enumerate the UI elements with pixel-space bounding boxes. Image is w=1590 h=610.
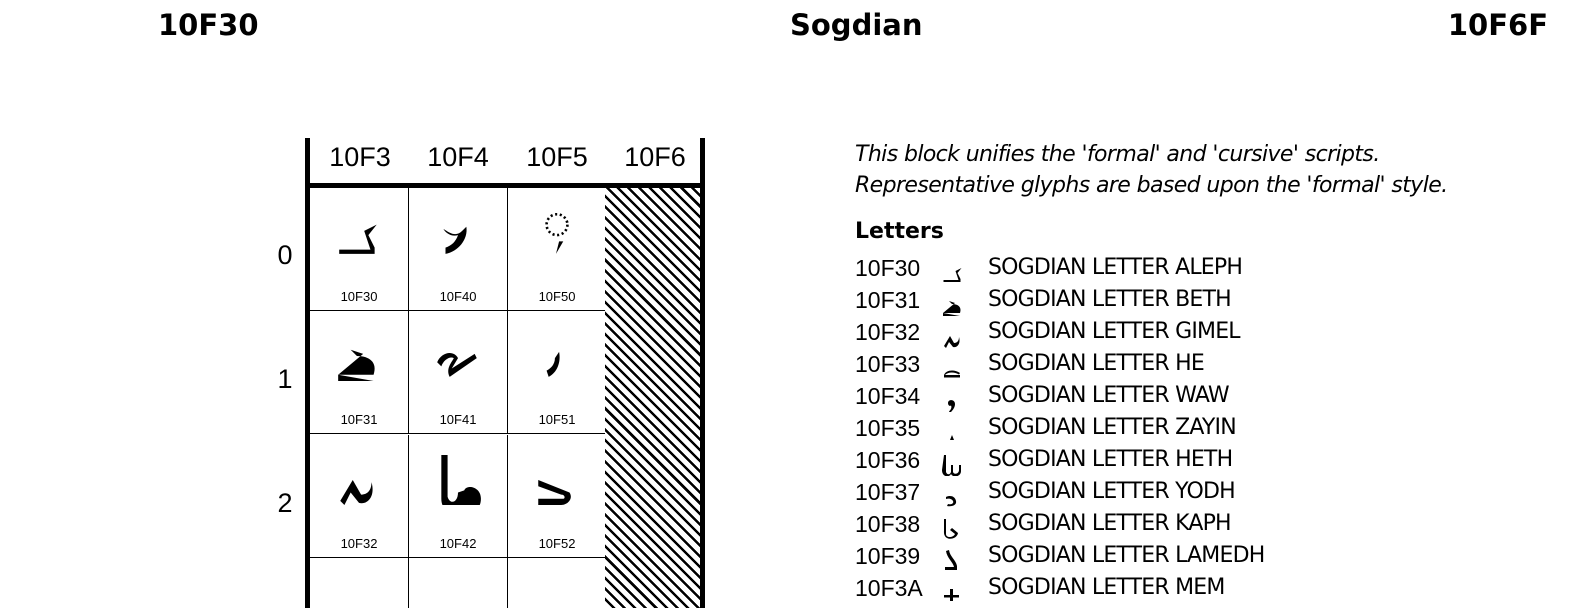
sogdian-glyph-icon (944, 370, 960, 378)
list-item: 10F38 SOGDIAN LETTER KAPH (855, 511, 1555, 543)
code-chart-cell: 10F52 (508, 435, 607, 558)
code-point: 10F30 (855, 255, 921, 281)
code-point: 10F34 (855, 383, 921, 409)
cell-code-point: 10F32 (340, 536, 378, 551)
character-name: SOGDIAN LETTER WAW (988, 383, 1230, 408)
sogdian-glyph-icon (944, 336, 960, 348)
code-point: 10F39 (855, 543, 921, 569)
character-name: SOGDIAN LETTER ALEPH (988, 255, 1243, 280)
sogdian-glyph-icon (437, 352, 477, 377)
cell-code-point: 10F42 (439, 536, 477, 551)
character-name: SOGDIAN LETTER BETH (988, 287, 1232, 312)
cell-code-point: 10F40 (439, 289, 477, 304)
code-point: 10F35 (855, 415, 921, 441)
character-name: SOGDIAN LETTER KAPH (988, 511, 1232, 536)
code-chart-cell: 10F41 (409, 311, 508, 434)
row-label: 2 (277, 488, 293, 518)
list-item: 10F39 SOGDIAN LETTER LAMEDH (855, 543, 1555, 575)
list-item: 10F31 SOGDIAN LETTER BETH (855, 287, 1555, 319)
character-name: SOGDIAN LETTER YODH (988, 479, 1236, 504)
code-chart-cell (310, 558, 409, 608)
list-item: 10F3A SOGDIAN LETTER MEM (855, 575, 1555, 607)
sogdian-glyph-icon (943, 519, 958, 539)
column-header: 10F4 (427, 142, 489, 172)
code-point: 10F38 (855, 511, 921, 537)
cell-code-point: 10F31 (340, 412, 378, 427)
code-chart-cell: 10F40 (409, 188, 508, 311)
code-point: 10F32 (855, 319, 921, 345)
dotted-circle-glyph-icon (545, 212, 569, 254)
column-header: 10F3 (329, 142, 391, 172)
sogdian-glyph-icon (950, 435, 954, 440)
block-end-code: 10F6F (1447, 8, 1548, 42)
sogdian-glyph-icon (945, 550, 957, 570)
code-chart-cell: 10F32 (310, 435, 409, 558)
list-item: 10F35 SOGDIAN LETTER ZAYIN (855, 415, 1555, 447)
code-chart-cell: 10F51 (508, 311, 607, 434)
cell-code-point: 10F52 (538, 536, 576, 551)
code-chart-grid: 10F3 10F4 10F5 10F6 10F30 10F40 10F50 10F31… (305, 138, 705, 608)
sogdian-glyph-icon (443, 226, 467, 254)
sogdian-glyph-icon (943, 268, 962, 282)
code-chart-cell: 10F42 (409, 435, 508, 558)
note-line: Representative glyphs are based upon the… (855, 173, 1448, 198)
code-point: 10F33 (855, 351, 921, 377)
sogdian-glyph-icon (340, 480, 373, 505)
list-item: 10F30 SOGDIAN LETTER ALEPH (855, 255, 1555, 287)
character-name: SOGDIAN LETTER LAMEDH (988, 543, 1265, 568)
cell-code-point: 10F50 (538, 289, 576, 304)
list-item: 10F34 SOGDIAN LETTER WAW (855, 383, 1555, 415)
grid-left-border (305, 138, 310, 608)
sogdian-glyph-icon (441, 455, 481, 505)
column-header: 10F6 (624, 142, 686, 172)
section-heading: Letters (855, 219, 944, 244)
list-item: 10F37 SOGDIAN LETTER YODH (855, 479, 1555, 511)
character-name: SOGDIAN LETTER HE (988, 351, 1205, 376)
names-list: 10F30 SOGDIAN LETTER ALEPH 10F31 SOGDIAN LE… (855, 255, 1555, 607)
list-item: 10F36 SOGDIAN LETTER HETH (855, 447, 1555, 479)
code-chart-cell: 10F30 (310, 188, 409, 311)
sogdian-glyph-icon (339, 224, 377, 254)
list-item: 10F33 SOGDIAN LETTER HE (855, 351, 1555, 383)
cell-code-point: 10F51 (538, 412, 576, 427)
sogdian-glyph-icon (546, 351, 560, 377)
cell-code-point: 10F41 (439, 412, 477, 427)
code-point: 10F37 (855, 479, 921, 505)
sogdian-glyph-icon (946, 496, 957, 507)
grid-right-border (700, 138, 705, 608)
note-line: This block unifies the 'formal' and 'cur… (855, 142, 1380, 167)
sogdian-glyph-icon (338, 349, 375, 381)
cell-code-point: 10F30 (340, 289, 378, 304)
sogdian-glyph-icon (948, 400, 955, 412)
code-chart-cell: 10F50 (508, 188, 607, 311)
code-chart-cell: 10F31 (310, 311, 409, 434)
row-label: 1 (277, 364, 293, 394)
code-point: 10F31 (855, 287, 921, 313)
block-title: Sogdian (790, 8, 923, 42)
character-name: SOGDIAN LETTER MEM (988, 575, 1225, 600)
sogdian-glyph-icon (538, 480, 571, 505)
reserved-hatch (605, 188, 703, 608)
character-name: SOGDIAN LETTER HETH (988, 447, 1233, 472)
block-start-code: 10F30 (158, 8, 259, 42)
header-divider (305, 183, 705, 188)
code-point: 10F3A (855, 575, 923, 601)
code-chart-cell (409, 558, 508, 608)
code-point: 10F36 (855, 447, 921, 473)
list-item: 10F32 SOGDIAN LETTER GIMEL (855, 319, 1555, 351)
row-label: 0 (277, 240, 293, 270)
column-header: 10F5 (526, 142, 588, 172)
code-chart-cell (508, 558, 607, 608)
sogdian-glyph-icon (943, 301, 961, 316)
sogdian-glyph-icon (944, 589, 959, 601)
character-name: SOGDIAN LETTER ZAYIN (988, 415, 1237, 440)
character-name: SOGDIAN LETTER GIMEL (988, 319, 1241, 344)
sogdian-glyph-icon (942, 455, 961, 476)
